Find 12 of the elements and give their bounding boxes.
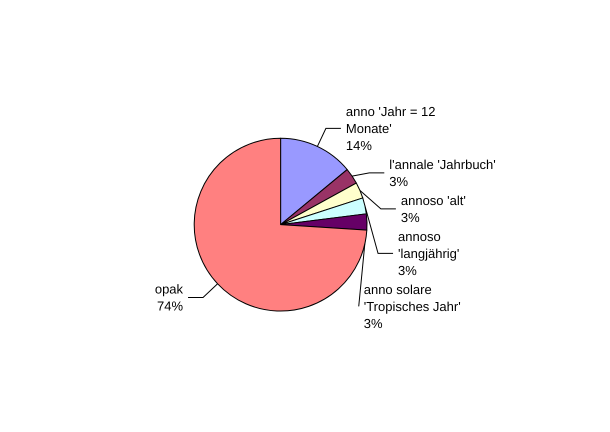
slice-label: annoso 'alt' [400, 192, 466, 208]
slice-label: anno 'Jahr = 12 Monate' [346, 104, 440, 136]
data-label: 74% [157, 298, 184, 314]
data-label: 14% [346, 138, 372, 153]
slice-label: anno solare 'Tropisches Jahr' [364, 282, 461, 314]
data-label: 3% [364, 316, 383, 331]
data-label: 3% [398, 262, 418, 278]
slice-label: annoso 'langjährig' [398, 228, 460, 261]
data-label: 3% [389, 174, 409, 189]
data-label: 3% [400, 210, 420, 225]
slice-label: l'annale 'Jahrbuch' [389, 156, 496, 172]
slice-label: opak [154, 281, 184, 296]
